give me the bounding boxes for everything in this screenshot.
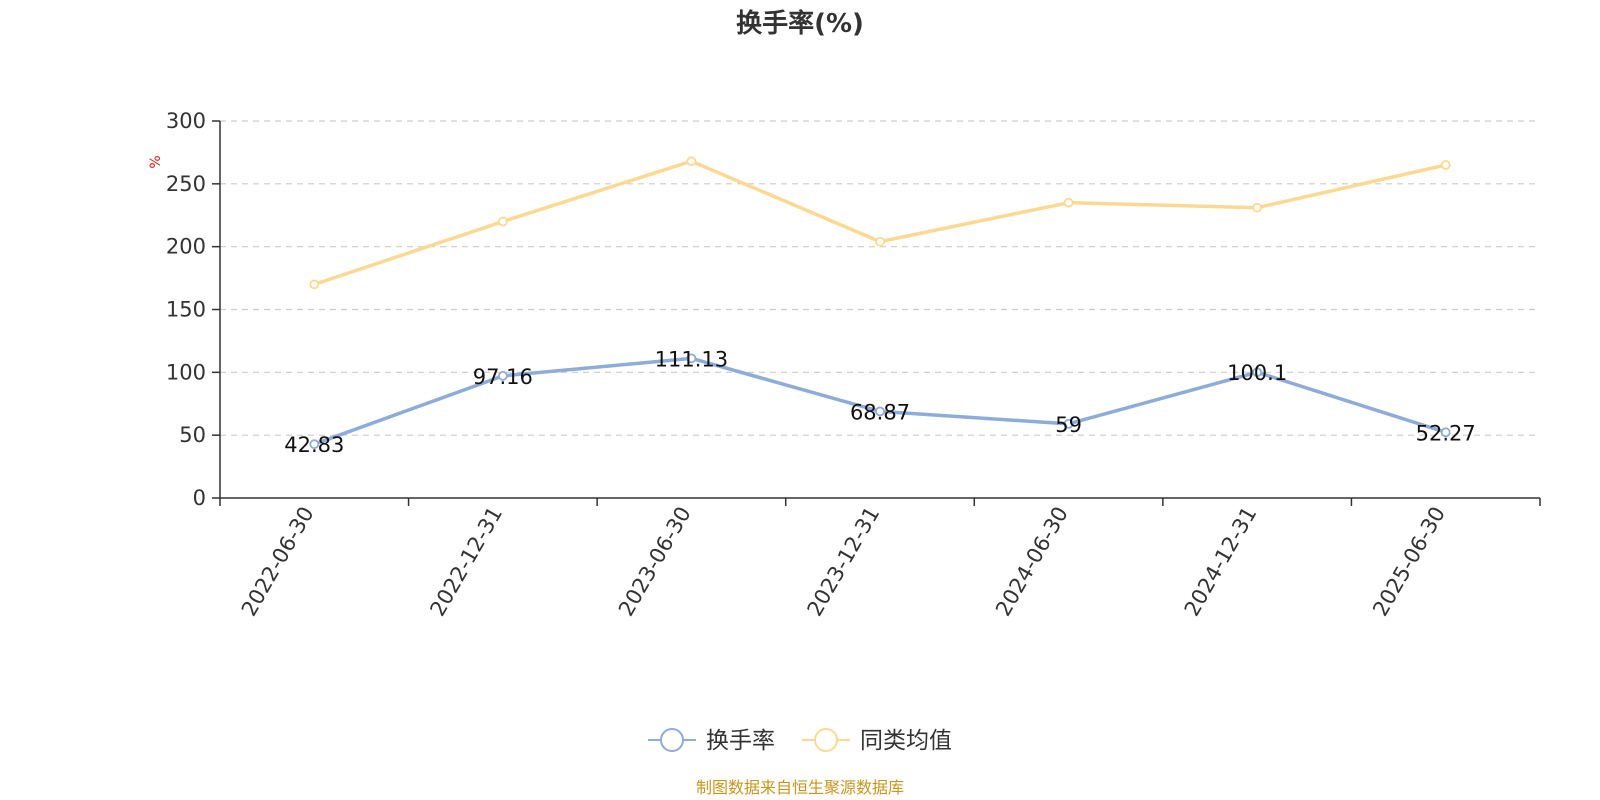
data-source-note: 制图数据来自恒生聚源数据库 <box>696 778 904 797</box>
series <box>309 156 1451 450</box>
data-point-turnover[interactable] <box>875 406 885 417</box>
x-tick-label: 2023-12-31 <box>803 503 885 621</box>
x-tick-label: 2022-12-31 <box>425 503 507 621</box>
data-point-peer-average[interactable] <box>309 279 320 290</box>
x-tick-label: 2024-06-30 <box>991 503 1073 621</box>
data-point-turnover[interactable] <box>1063 418 1074 429</box>
y-tick-label: 50 <box>179 423 206 447</box>
legend-label-turnover: 换手率 <box>706 728 775 754</box>
y-tick-label: 250 <box>166 172 206 196</box>
data-point-turnover[interactable] <box>497 371 508 381</box>
data-label-turnover: 100.1 <box>1227 361 1287 385</box>
data-label-turnover: 52.27 <box>1416 421 1476 445</box>
data-point-turnover[interactable] <box>309 439 320 450</box>
data-point-peer-average[interactable] <box>1063 197 1074 208</box>
axes: 0 50 100 150 200 250 300 2022-06-30 2022-12-31 20… <box>166 109 1541 621</box>
data-point-turnover[interactable] <box>1252 367 1263 378</box>
grid <box>220 120 1540 436</box>
legend-marker-peer-average <box>814 728 838 752</box>
data-point-turnover[interactable] <box>686 353 697 364</box>
legend-marker-turnover <box>660 728 684 752</box>
y-tick-label: 200 <box>166 235 206 259</box>
data-point-peer-average[interactable] <box>497 216 508 227</box>
data-point-peer-average[interactable] <box>875 236 885 247</box>
y-axis-unit: % <box>148 155 164 168</box>
data-label-turnover: 59 <box>1055 413 1082 437</box>
data-point-peer-average[interactable] <box>1252 202 1263 213</box>
data-point-peer-average[interactable] <box>1440 160 1451 170</box>
legend-item-peer-average[interactable]: 同类均值 <box>802 728 952 754</box>
data-label-turnover: 97.16 <box>473 365 533 389</box>
legend[interactable]: 换手率 同类均值 <box>648 728 952 754</box>
data-point-turnover[interactable] <box>1440 427 1451 438</box>
y-tick-label: 0 <box>193 486 206 510</box>
x-tick-label: 2023-06-30 <box>614 503 696 621</box>
data-label-turnover: 111.13 <box>655 347 728 371</box>
legend-label-peer-average: 同类均值 <box>860 728 952 754</box>
legend-item-turnover[interactable]: 换手率 <box>648 728 775 754</box>
data-label-turnover: 68.87 <box>850 400 910 424</box>
x-tick-label: 2025-06-30 <box>1368 503 1450 621</box>
data-label-turnover: 42.83 <box>284 433 344 457</box>
x-tick-label: 2022-06-30 <box>237 503 319 621</box>
data-labels: 42.83 97.16 111.13 68.87 59 100.1 52.27 <box>284 347 1476 457</box>
y-tick-label: 100 <box>166 360 206 384</box>
series-line-peer-average <box>312 159 1448 287</box>
y-tick-label: 300 <box>166 109 206 133</box>
data-point-peer-average[interactable] <box>686 156 697 167</box>
x-tick-label: 2024-12-31 <box>1180 503 1262 621</box>
y-tick-label: 150 <box>166 298 206 322</box>
chart-title: 换手率(%) <box>736 8 864 39</box>
